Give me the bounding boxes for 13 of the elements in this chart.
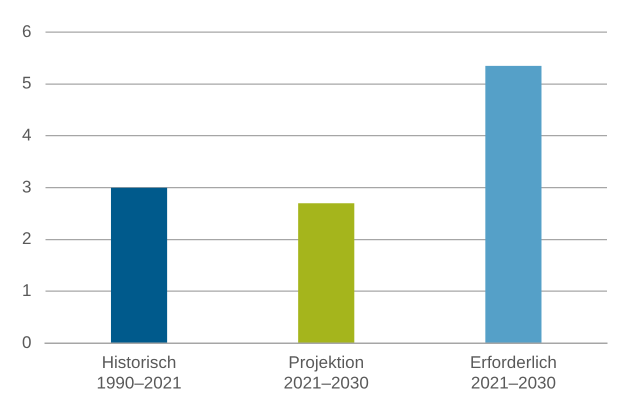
y-tick-label: 1	[22, 281, 32, 300]
y-tick-label: 0	[22, 332, 32, 352]
x-tick-label: Projektion 2021–2030	[284, 353, 369, 392]
y-tick-label: 6	[22, 22, 32, 41]
y-tick-label: 2	[22, 229, 32, 248]
x-tick-label: Historisch 1990–2021	[96, 353, 182, 392]
y-tick-label: 3	[22, 177, 32, 196]
y-tick-label: 4	[22, 126, 32, 145]
x-tick-label: Erforderlich 2021–2030	[470, 353, 557, 392]
bar	[485, 66, 542, 343]
bar	[110, 188, 168, 343]
bar	[298, 203, 354, 343]
y-tick-label: 5	[22, 74, 32, 93]
